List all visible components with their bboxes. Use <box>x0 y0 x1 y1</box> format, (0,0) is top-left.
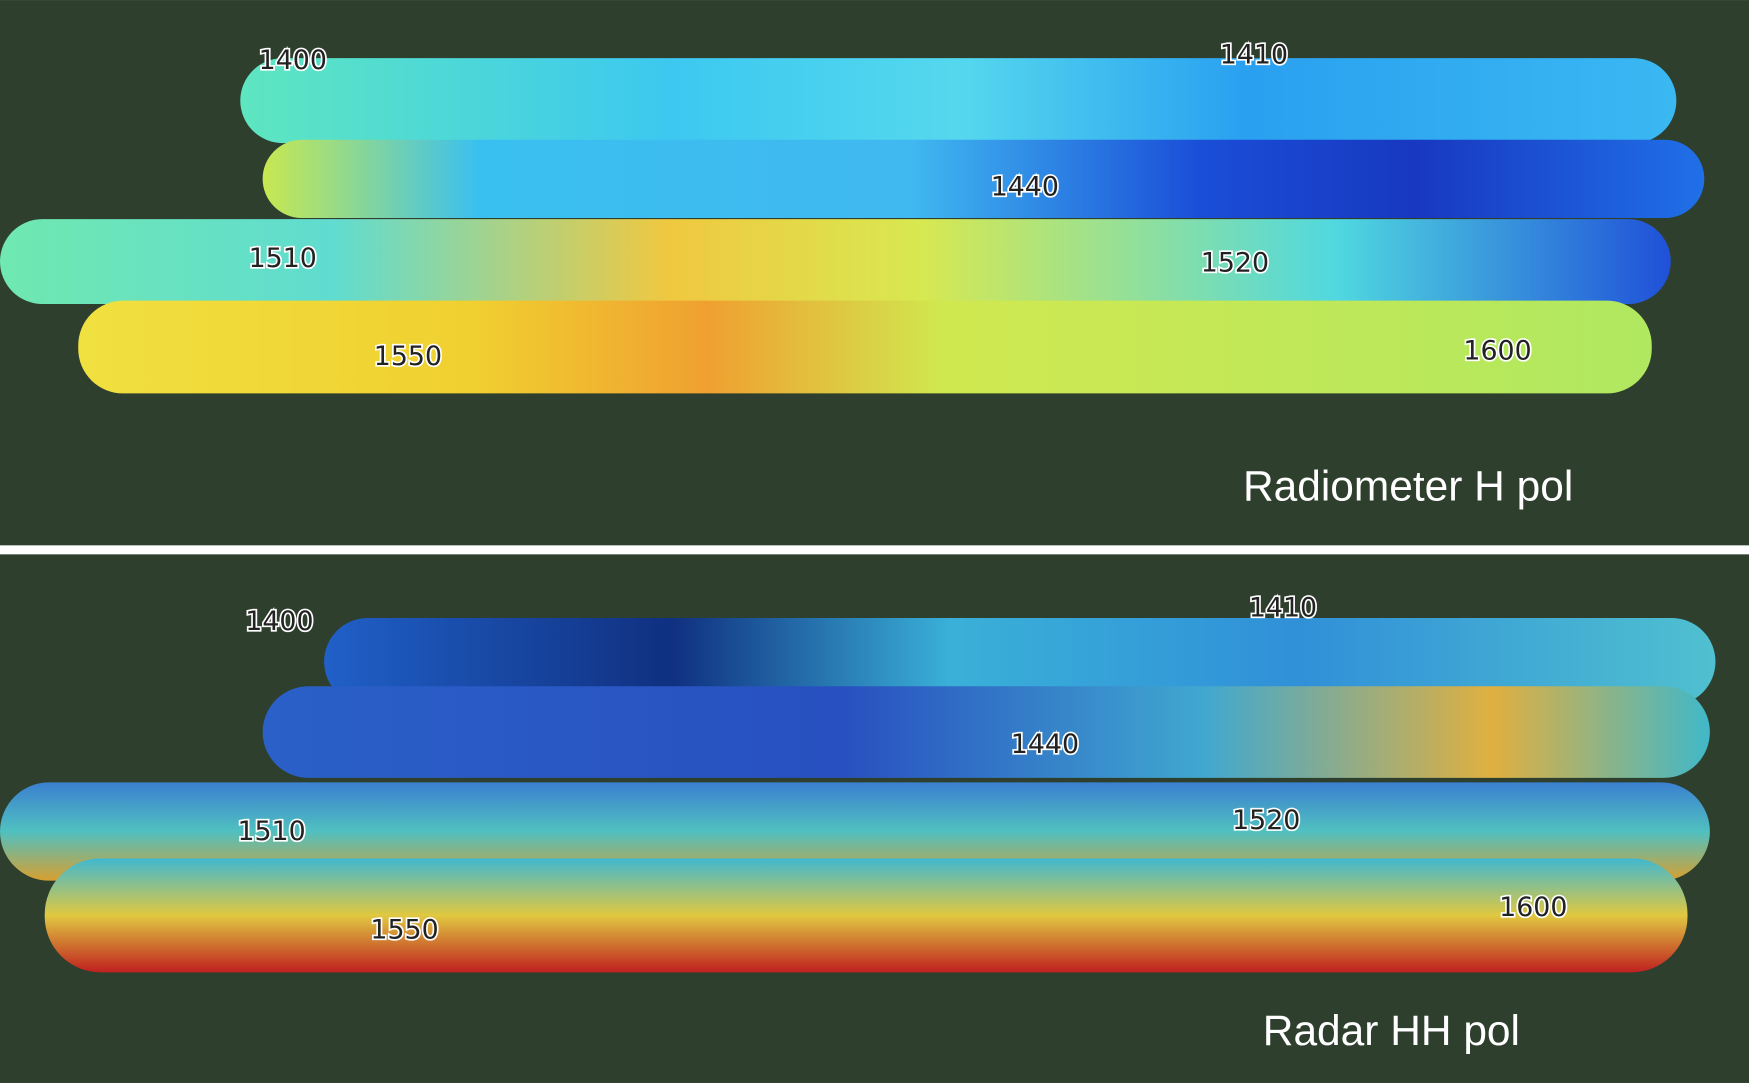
swaths <box>0 58 1716 973</box>
time-label: 1400 <box>245 606 313 637</box>
time-label: 1600 <box>1463 336 1531 367</box>
swath <box>262 686 1710 778</box>
time-label: 1440 <box>1011 729 1079 760</box>
swath <box>324 618 1716 706</box>
time-label: 1440 <box>991 171 1059 202</box>
divider <box>0 545 1749 555</box>
time-label: 1520 <box>1201 247 1269 278</box>
time-label: 1600 <box>1499 892 1567 923</box>
labels: 1400 1410 1440 1510 1520 1550 1600 Radiometer H… <box>236 38 1574 1054</box>
time-label: 1410 <box>1249 593 1317 624</box>
time-label: 1520 <box>1232 805 1300 836</box>
time-label: 1410 <box>1220 39 1288 70</box>
time-label: 1550 <box>374 341 442 372</box>
panel-caption: Radar HH pol <box>1263 1007 1520 1054</box>
time-label: 1510 <box>237 816 305 847</box>
swath <box>44 858 1688 973</box>
swath <box>0 219 1671 305</box>
swath <box>240 58 1677 144</box>
swath <box>0 782 1710 881</box>
panel-caption: Radiometer H pol <box>1243 463 1573 510</box>
time-label: 1550 <box>370 914 438 945</box>
time-label: 1400 <box>259 45 327 76</box>
swath <box>78 300 1652 394</box>
time-label: 1510 <box>249 243 317 274</box>
swath <box>262 139 1705 218</box>
